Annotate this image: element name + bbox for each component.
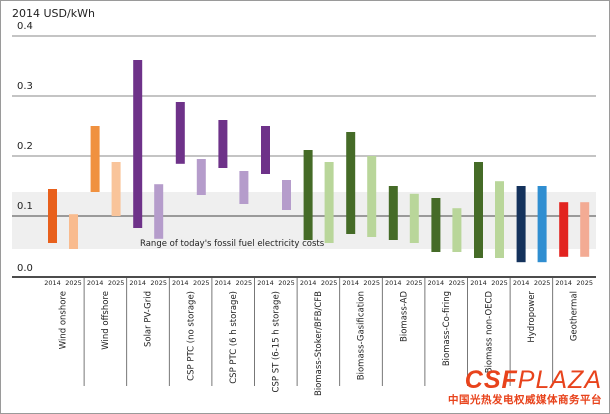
bar-wind-offshore-2025 — [111, 162, 121, 216]
bar-biomass-stoker-bfb-cfb-2025 — [324, 162, 334, 243]
period-label: 2014 — [342, 279, 359, 287]
period-label: 2025 — [150, 279, 167, 287]
bar-geothermal-2014 — [559, 202, 569, 257]
bar-biomass-ad-2014 — [388, 186, 398, 240]
period-label: 2014 — [428, 279, 445, 287]
category-label: Biomass-AD — [399, 291, 409, 342]
bar-csp-ptc-no-storage--2025 — [196, 159, 206, 195]
period-label: 2014 — [44, 279, 61, 287]
period-label: 2014 — [257, 279, 274, 287]
period-label: 2025 — [108, 279, 125, 287]
period-label: 2025 — [491, 279, 508, 287]
period-label: 2014 — [87, 279, 104, 287]
category-label: Wind offshore — [101, 291, 111, 350]
bar-csp-ptc-6-h-storage--2014 — [218, 120, 228, 168]
logo-brand-a: CSF — [464, 366, 518, 394]
period-label: 2025 — [193, 279, 210, 287]
bar-biomass-ad-2025 — [409, 193, 419, 243]
y-tick-label: 0.0 — [17, 263, 33, 274]
bar-biomass-stoker-bfb-cfb-2014 — [303, 150, 313, 240]
csplaza-logo: CSFPLAZA 中国光热发电权威媒体商务平台 — [448, 368, 602, 407]
y-tick-label: 0.1 — [17, 201, 33, 212]
bar-biomass-co-firing-2025 — [452, 208, 462, 252]
category-label: Biomass-Stoker/BFB/CFB — [314, 291, 324, 396]
period-label: 2025 — [65, 279, 82, 287]
bar-geothermal-2025 — [580, 202, 590, 257]
period-label: 2014 — [172, 279, 189, 287]
category-label: Geothermal — [570, 291, 580, 341]
category-label: Biomass non-OECD — [485, 291, 495, 374]
y-tick-label: 0.2 — [17, 141, 33, 152]
period-label: 2025 — [534, 279, 551, 287]
period-label: 2025 — [363, 279, 380, 287]
bar-hydropower-2014 — [516, 186, 526, 263]
category-label: CSP PTC (no storage) — [186, 291, 196, 381]
bar-biomass-gasification-2014 — [346, 132, 356, 234]
y-tick-label: 0.4 — [17, 21, 33, 32]
bar-solar-pv-grid-2025 — [154, 184, 164, 239]
bar-csp-ptc-6-h-storage--2025 — [239, 171, 249, 204]
bar-solar-pv-grid-2014 — [133, 60, 143, 228]
band-label: Range of today's fossil fuel electricity… — [140, 239, 325, 249]
bar-csp-st-6-15-h-storage--2014 — [261, 126, 270, 174]
bar-biomass-co-firing-2014 — [431, 198, 441, 252]
period-label: 2014 — [555, 279, 572, 287]
category-label: CSP PTC (6 h storage) — [229, 291, 239, 384]
bar-biomass-gasification-2025 — [367, 156, 377, 237]
bar-wind-onshore-2014 — [48, 189, 57, 243]
period-label: 2014 — [215, 279, 232, 287]
category-label: Hydropower — [527, 291, 537, 343]
category-label: Wind onshore — [59, 291, 69, 349]
period-label: 2014 — [385, 279, 402, 287]
category-label: CSP ST (6-15 h storage) — [272, 291, 282, 392]
bar-csp-ptc-no-storage--2014 — [175, 102, 185, 164]
period-label: 2025 — [236, 279, 253, 287]
y-axis-label: 2014 USD/kWh — [12, 7, 95, 20]
y-tick-label: 0.3 — [17, 81, 33, 92]
period-label: 2014 — [300, 279, 317, 287]
bar-biomass-non-oecd-2014 — [474, 162, 483, 258]
bar-biomass-non-oecd-2025 — [495, 181, 504, 258]
period-label: 2014 — [513, 279, 530, 287]
category-label: Biomass-Gasification — [357, 291, 367, 380]
period-label: 2025 — [321, 279, 338, 287]
bar-wind-offshore-2014 — [90, 126, 100, 192]
period-label: 2014 — [470, 279, 487, 287]
category-label: Biomass-Co-firing — [442, 291, 452, 366]
category-label: Solar PV-Grid — [144, 291, 154, 347]
logo-tagline: 中国光热发电权威媒体商务平台 — [448, 394, 602, 406]
period-label: 2014 — [129, 279, 146, 287]
bar-wind-onshore-2025 — [69, 214, 78, 249]
period-label: 2025 — [449, 279, 466, 287]
logo-brand-b: PLAZA — [517, 366, 602, 394]
bar-hydropower-2025 — [537, 186, 547, 263]
period-label: 2025 — [576, 279, 593, 287]
bar-csp-st-6-15-h-storage--2025 — [282, 180, 291, 210]
period-label: 2025 — [278, 279, 295, 287]
period-label: 2025 — [406, 279, 423, 287]
